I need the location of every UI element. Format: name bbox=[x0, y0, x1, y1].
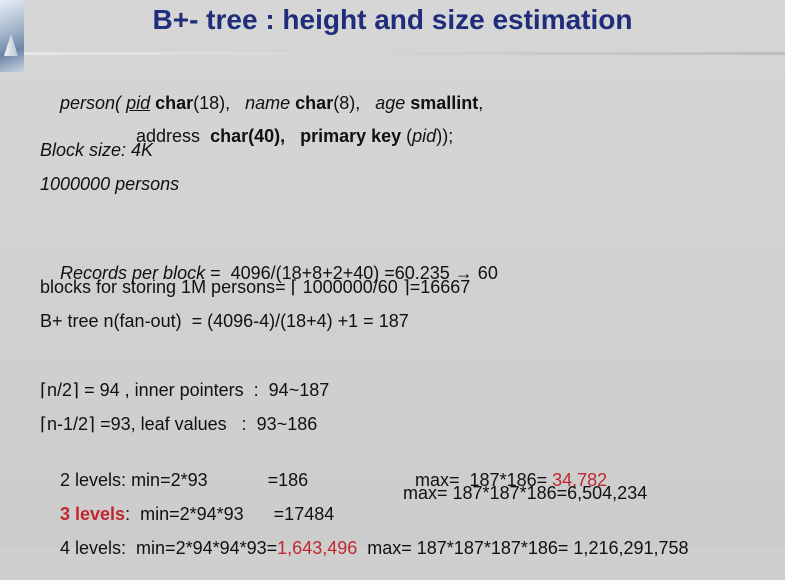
levels-4-min-value: 1,643,496 bbox=[277, 538, 358, 558]
levels-4: 4 levels: min=2*94*94*93=1,643,496 max= … bbox=[40, 517, 689, 580]
levels-2-max-text: max= 187*186= bbox=[415, 470, 553, 490]
levels-4-max: max= 187*187*187*186= 1,216,291,758 bbox=[357, 538, 689, 558]
persons-count: 1000000 persons bbox=[40, 174, 180, 194]
levels-3-min-text: : min=2*94*93 =17484 bbox=[125, 504, 335, 524]
levels-4-label: 4 levels: min=2*94*94*93= bbox=[60, 538, 278, 558]
records-per-block-label: Records per block bbox=[60, 263, 206, 283]
levels-3-max: max= 187*187*186=6,504,234 bbox=[403, 483, 648, 503]
blocks-storing: blocks for storing 1M persons= ⌈ 1000000… bbox=[40, 277, 471, 297]
leaf-values: ⌈n-1/2⌉ =93, leaf values : 93~186 bbox=[40, 414, 318, 434]
schema-type: char bbox=[150, 93, 194, 113]
levels-3-label: 3 levels bbox=[60, 504, 126, 524]
schema-text: ( bbox=[401, 126, 413, 146]
inner-pointers: ⌈n/2⌉ = 94 , inner pointers : 94~187 bbox=[40, 380, 330, 400]
slide-title: B+- tree : height and size estimation bbox=[152, 4, 633, 35]
records-per-block: Records per block = 4096/(18+8+2+40) =60… bbox=[40, 242, 498, 305]
schema-text: (18), bbox=[193, 93, 246, 113]
levels-2-label: 2 levels: bbox=[60, 470, 127, 490]
schema-text: person( bbox=[60, 93, 127, 113]
schema-line-1: person( pid char(18), name char(8), age … bbox=[40, 72, 483, 135]
levels-2-max: max= 187*186= 34,782 bbox=[395, 449, 607, 512]
levels-2-min: 2 levels: min=2*93 =186 bbox=[40, 449, 308, 512]
schema-text: address bbox=[136, 126, 211, 146]
block-size: Block size: 4K bbox=[40, 140, 154, 160]
levels-3-min: 3 levels: min=2*94*93 =17484 bbox=[40, 483, 334, 546]
schema-pid: pid bbox=[126, 93, 151, 113]
schema-name: name bbox=[245, 93, 291, 113]
schema-pid: pid bbox=[412, 126, 437, 146]
schema-type: smallint bbox=[405, 93, 479, 113]
records-per-block-expr: = 4096/(18+8+2+40) =60.235 → 60 bbox=[205, 263, 498, 283]
fan-out: B+ tree n(fan-out) = (4096-4)/(18+4) +1 … bbox=[40, 311, 409, 331]
schema-text: )); bbox=[436, 126, 454, 146]
schema-type: char bbox=[290, 93, 334, 113]
schema-text: (8), bbox=[333, 93, 376, 113]
schema-type: char(40), primary key bbox=[210, 126, 402, 146]
schema-text: , bbox=[478, 93, 484, 113]
title-underline-bar bbox=[24, 52, 785, 55]
levels-2-min-text: min=2*93 =186 bbox=[126, 470, 309, 490]
corner-photo-image bbox=[0, 0, 24, 72]
schema-age: age bbox=[375, 93, 406, 113]
schema-line-2: address char(40), primary key (pid)); bbox=[116, 105, 453, 168]
slide: B+- tree : height and size estimation pe… bbox=[0, 0, 785, 547]
levels-2-max-value: 34,782 bbox=[552, 470, 608, 490]
